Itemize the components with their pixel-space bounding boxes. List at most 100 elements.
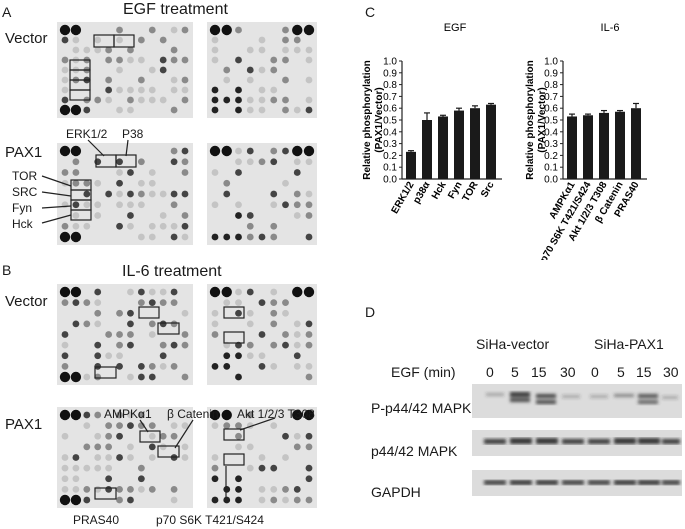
array-spot bbox=[70, 409, 82, 421]
array-spot bbox=[235, 288, 242, 296]
array-spot bbox=[170, 422, 178, 430]
array-spot bbox=[181, 341, 189, 349]
y-tick-label: 0.8 bbox=[383, 80, 397, 91]
y-tick-label: 0.7 bbox=[544, 92, 558, 103]
array-spot bbox=[223, 233, 231, 241]
array-spot bbox=[148, 299, 156, 307]
y-tick-label: 1.0 bbox=[383, 57, 397, 68]
array-spot bbox=[59, 371, 71, 383]
y-tick-label: 0.6 bbox=[383, 104, 397, 115]
y-tick-label: 0.9 bbox=[383, 68, 397, 79]
array-spot bbox=[94, 46, 102, 54]
array-spot bbox=[258, 46, 266, 54]
array-spot bbox=[72, 299, 80, 307]
array-spot bbox=[148, 26, 156, 34]
array-spot bbox=[61, 36, 69, 44]
array-spot bbox=[148, 443, 156, 451]
array-spot bbox=[72, 179, 80, 187]
array-spot bbox=[282, 454, 289, 461]
array-spot bbox=[246, 341, 254, 349]
y-tick-label: 0.4 bbox=[383, 127, 397, 138]
array-spot bbox=[72, 158, 80, 166]
array-spot bbox=[170, 233, 178, 241]
array-spot bbox=[258, 454, 266, 461]
array-spot bbox=[292, 409, 303, 421]
y-tick-label: 0.0 bbox=[383, 175, 397, 186]
label-p70: p70 S6K T421/S424 bbox=[156, 513, 264, 527]
array-spot bbox=[148, 96, 156, 104]
array-spot bbox=[127, 422, 134, 430]
array-spot bbox=[235, 86, 242, 94]
array-spot bbox=[116, 341, 123, 349]
array-spot bbox=[270, 147, 278, 155]
array-spot bbox=[116, 422, 123, 430]
array-spot bbox=[148, 179, 156, 187]
array-spot bbox=[293, 443, 301, 451]
array-spot bbox=[170, 299, 178, 307]
array-spot bbox=[61, 222, 69, 230]
array-spot bbox=[305, 373, 313, 381]
array-spot bbox=[270, 362, 278, 370]
array-spot bbox=[105, 190, 113, 198]
array-spot bbox=[94, 299, 102, 307]
array-spot bbox=[258, 496, 266, 504]
array-spot bbox=[105, 86, 113, 94]
array-spot bbox=[211, 169, 219, 176]
array-spot bbox=[235, 475, 242, 483]
array-spot bbox=[70, 286, 82, 298]
array-spot bbox=[211, 86, 219, 94]
array-spot bbox=[159, 443, 167, 451]
array-spot bbox=[105, 56, 113, 64]
array-spot bbox=[292, 24, 303, 36]
array-spot bbox=[246, 76, 254, 84]
label-pras40: PRAS40 bbox=[73, 513, 120, 527]
array-spot bbox=[305, 233, 313, 241]
array-spot bbox=[246, 46, 254, 54]
array-spot bbox=[270, 464, 278, 472]
array-spot bbox=[270, 158, 278, 166]
array-spot bbox=[148, 169, 156, 176]
array-spot bbox=[61, 76, 69, 84]
array-spot bbox=[258, 299, 266, 307]
y-axis-label: Relative phosphorylation(PAX1/Vector) bbox=[362, 60, 385, 179]
array-spot bbox=[137, 411, 145, 419]
array-spot bbox=[137, 158, 145, 166]
array-spot bbox=[209, 409, 221, 421]
array-spot bbox=[61, 362, 69, 370]
array-spot bbox=[59, 145, 71, 157]
chart-title: EGF bbox=[444, 22, 467, 34]
chart-il6: IL-6 Relative phosphorylation(PAX1/Vector… bbox=[525, 22, 647, 260]
array-spot bbox=[305, 96, 313, 104]
label-ampk: AMPKα1 bbox=[104, 407, 152, 421]
array-spot bbox=[305, 432, 313, 440]
array-spot bbox=[282, 26, 289, 34]
time-15-vector: 15 bbox=[531, 364, 547, 380]
array-a-vector-right bbox=[207, 22, 317, 118]
array-spot bbox=[170, 56, 178, 64]
array-spot bbox=[181, 212, 189, 219]
array-spot bbox=[148, 362, 156, 370]
array-spot bbox=[293, 46, 301, 54]
array-spot bbox=[211, 309, 219, 317]
array-spot bbox=[148, 66, 156, 74]
array-spot bbox=[159, 352, 167, 360]
array-spot bbox=[105, 475, 113, 483]
array-spot bbox=[221, 145, 232, 157]
array-spot bbox=[72, 212, 80, 219]
array-spot bbox=[235, 201, 242, 209]
array-spot bbox=[59, 494, 71, 506]
array-spot bbox=[282, 179, 289, 187]
array-spot bbox=[59, 24, 71, 36]
panel-b-title: IL-6 treatment bbox=[122, 263, 222, 280]
array-spot bbox=[105, 454, 113, 461]
y-axis-label: Relative phosphorylation(PAX1/Vector) bbox=[525, 60, 548, 179]
y-tick-label: 0.3 bbox=[383, 139, 397, 150]
array-spot bbox=[137, 201, 145, 209]
y-tick-label: 0.8 bbox=[544, 80, 558, 91]
array-spot bbox=[282, 106, 289, 114]
array-spot bbox=[159, 222, 167, 230]
array-spot bbox=[170, 86, 178, 94]
array-spot bbox=[94, 341, 102, 349]
array-spot bbox=[94, 288, 102, 296]
array-spot bbox=[211, 454, 219, 461]
